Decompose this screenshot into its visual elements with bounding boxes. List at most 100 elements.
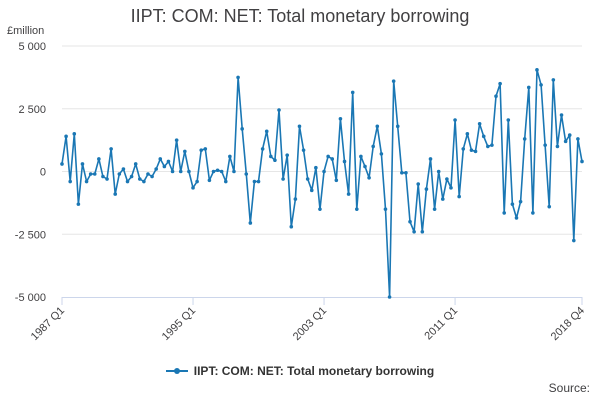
data-point[interactable] <box>412 229 416 234</box>
data-point[interactable] <box>367 175 371 180</box>
data-point[interactable] <box>355 207 359 211</box>
data-point[interactable] <box>207 178 212 183</box>
data-point[interactable] <box>576 137 580 141</box>
data-point[interactable] <box>469 148 474 152</box>
data-point[interactable] <box>309 188 314 193</box>
data-point[interactable] <box>359 154 363 159</box>
data-point[interactable] <box>510 202 515 206</box>
data-point[interactable] <box>506 118 511 122</box>
data-point[interactable] <box>117 172 122 176</box>
data-point[interactable] <box>445 177 449 181</box>
data-point[interactable] <box>473 149 478 154</box>
data-point[interactable] <box>125 179 130 184</box>
data-point[interactable] <box>391 79 396 83</box>
data-point[interactable] <box>191 186 195 190</box>
data-point[interactable] <box>248 221 253 225</box>
data-point[interactable] <box>109 147 113 151</box>
data-point[interactable] <box>559 113 564 117</box>
data-point[interactable] <box>232 169 236 174</box>
data-point[interactable] <box>162 164 167 169</box>
data-point[interactable] <box>170 169 175 174</box>
data-point[interactable] <box>105 177 109 181</box>
data-point[interactable] <box>281 177 285 181</box>
data-point[interactable] <box>383 207 388 211</box>
data-point[interactable] <box>133 162 138 166</box>
data-point[interactable] <box>334 178 339 183</box>
data-point[interactable] <box>178 169 183 174</box>
data-point[interactable] <box>314 165 318 170</box>
data-point[interactable] <box>64 134 68 139</box>
data-point[interactable] <box>563 139 568 144</box>
data-point[interactable] <box>580 159 584 164</box>
data-point[interactable] <box>72 132 77 136</box>
data-point[interactable] <box>277 108 281 112</box>
data-point[interactable] <box>142 179 146 184</box>
data-point[interactable] <box>400 170 404 175</box>
data-point[interactable] <box>187 169 191 174</box>
data-point[interactable] <box>490 143 494 147</box>
data-point[interactable] <box>97 157 101 161</box>
data-point[interactable] <box>289 224 294 229</box>
data-point[interactable] <box>350 90 355 95</box>
data-point[interactable] <box>440 197 445 201</box>
data-point[interactable] <box>92 172 97 176</box>
data-point[interactable] <box>424 187 429 191</box>
data-point[interactable] <box>137 177 142 181</box>
data-point[interactable] <box>174 138 179 142</box>
data-point[interactable] <box>338 116 343 121</box>
data-point[interactable] <box>297 124 302 129</box>
data-point[interactable] <box>514 216 519 220</box>
data-point[interactable] <box>379 152 384 156</box>
data-point[interactable] <box>404 170 408 175</box>
data-point[interactable] <box>330 157 335 161</box>
data-point[interactable] <box>68 179 72 184</box>
data-point[interactable] <box>428 157 433 161</box>
data-point[interactable] <box>346 192 351 196</box>
data-point[interactable] <box>223 179 228 184</box>
data-point[interactable] <box>526 85 531 90</box>
data-point[interactable] <box>273 158 277 163</box>
data-point[interactable] <box>387 295 392 299</box>
data-point[interactable] <box>264 129 269 134</box>
data-point[interactable] <box>301 148 306 152</box>
data-point[interactable] <box>305 177 310 181</box>
data-point[interactable] <box>146 172 150 176</box>
data-point[interactable] <box>252 179 257 184</box>
data-point[interactable] <box>183 149 187 154</box>
data-point[interactable] <box>293 197 298 201</box>
data-point[interactable] <box>199 148 204 152</box>
data-point[interactable] <box>88 172 93 176</box>
data-point[interactable] <box>60 162 64 166</box>
data-point[interactable] <box>260 147 265 151</box>
data-point[interactable] <box>158 157 163 161</box>
data-point[interactable] <box>318 207 322 211</box>
data-point[interactable] <box>416 182 421 186</box>
data-point[interactable] <box>236 75 240 80</box>
data-point[interactable] <box>494 94 498 98</box>
data-point[interactable] <box>228 154 232 159</box>
data-point[interactable] <box>363 164 367 169</box>
data-point[interactable] <box>256 179 261 184</box>
data-point[interactable] <box>375 124 380 129</box>
data-point[interactable] <box>531 211 535 215</box>
data-point[interactable] <box>543 143 547 147</box>
data-point[interactable] <box>76 202 81 206</box>
data-point[interactable] <box>121 167 126 171</box>
data-point[interactable] <box>215 168 220 173</box>
data-point[interactable] <box>518 199 523 204</box>
data-point[interactable] <box>113 192 118 196</box>
data-point[interactable] <box>244 172 249 176</box>
data-point[interactable] <box>572 238 576 243</box>
data-point[interactable] <box>420 229 425 234</box>
data-point[interactable] <box>539 83 543 87</box>
data-point[interactable] <box>211 169 216 174</box>
data-point[interactable] <box>371 144 375 149</box>
data-point[interactable] <box>285 153 289 157</box>
source-credit[interactable]: Source: <box>548 381 590 395</box>
data-point[interactable] <box>84 179 89 184</box>
data-point[interactable] <box>219 169 224 174</box>
data-point[interactable] <box>453 118 457 122</box>
data-point[interactable] <box>395 124 400 129</box>
data-point[interactable] <box>481 134 486 139</box>
data-point[interactable] <box>522 137 527 141</box>
